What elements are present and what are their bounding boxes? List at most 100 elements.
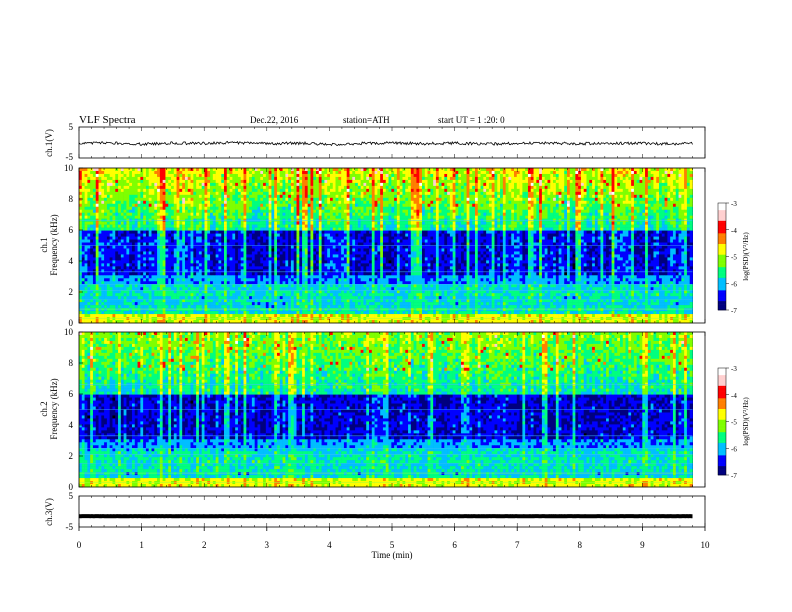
spectrogram-cell (210, 182, 214, 187)
spectrogram-cell (355, 194, 359, 199)
spectrogram-cell (243, 230, 247, 234)
spectrogram-cell (246, 188, 250, 193)
spectrogram-cell (363, 182, 367, 187)
spectrogram-cell (444, 206, 448, 211)
spectrogram-cell (502, 197, 506, 202)
spectrogram-cell (550, 227, 554, 231)
spectrogram-cell (580, 185, 585, 190)
spectrogram-cell (232, 197, 236, 202)
spectrogram-cell (639, 168, 643, 172)
spectrogram-cell (639, 170, 643, 175)
spectrogram-cell (140, 233, 144, 237)
spectrogram-cell (433, 176, 437, 181)
spectrogram-cell (433, 168, 437, 172)
spectrogram-cell (433, 203, 437, 208)
spectrogram-cell (355, 182, 359, 187)
spectrogram-cell (374, 170, 378, 175)
spectrogram-cell (148, 197, 152, 202)
spectrogram-cell (332, 206, 336, 211)
spectrogram-cell (260, 230, 264, 234)
spectrogram-cell (594, 197, 598, 202)
spectrogram-cell (611, 200, 615, 205)
spectrogram-cell (410, 218, 414, 222)
spectrogram-cell (196, 209, 200, 214)
spectrogram-cell (583, 182, 587, 187)
spectrogram-cell (204, 173, 208, 178)
spectrogram-cell (558, 206, 562, 211)
spectrogram-cell (254, 221, 258, 225)
spectrogram-cell (79, 168, 83, 172)
spectrogram-cell (385, 185, 389, 190)
spectrogram-cell (505, 191, 509, 196)
spectrogram-cell (469, 224, 473, 228)
spectrogram-cell (477, 224, 481, 228)
spectrogram-cell (257, 197, 261, 202)
spectrogram-cell (539, 215, 543, 219)
spectrogram-cell (435, 191, 440, 196)
spectrogram-cell (394, 194, 398, 199)
spectrogram-cell (608, 185, 612, 190)
spectrogram-cell (335, 206, 339, 211)
spectrogram-cell (452, 200, 456, 205)
spectrogram-cell (109, 191, 113, 196)
spectrogram-cell (179, 194, 183, 199)
spectrogram-cell (226, 203, 230, 208)
spectrogram-cell (293, 221, 297, 225)
spectrogram-cell (263, 200, 267, 205)
spectrogram-cell (276, 185, 281, 190)
spectrogram-cell (184, 170, 189, 175)
spectrogram-cell (416, 227, 420, 231)
spectrogram-cell (159, 191, 163, 196)
spectrogram-cell (224, 233, 228, 237)
spectrogram-cell (631, 176, 635, 181)
spectrogram-cell (129, 212, 133, 216)
spectrogram-cell (173, 191, 177, 196)
spectrogram-cell (433, 182, 437, 187)
spectrogram-cell (413, 197, 417, 202)
spectrogram-cell (402, 230, 406, 234)
spectrogram-cell (318, 182, 322, 187)
spectrogram-cell (461, 191, 465, 196)
spectrogram-cell (299, 182, 303, 187)
spectrogram-cell (369, 233, 373, 237)
spectrogram-cell (522, 212, 526, 216)
spectrogram-cell (449, 176, 453, 181)
spectrogram-cell (659, 185, 663, 190)
spectrogram-cell (603, 170, 607, 175)
spectrogram-cell (547, 188, 551, 193)
spectrogram-cell (486, 227, 490, 231)
spectrogram-cell (558, 221, 562, 225)
spectrogram-cell (391, 170, 395, 175)
spectrogram-cell (514, 221, 518, 225)
spectrogram-cell (477, 221, 481, 225)
spectrogram-cell (293, 182, 297, 187)
spectrogram-cell (90, 212, 94, 216)
spectrogram-cell (349, 191, 353, 196)
spectrogram-cell (157, 221, 161, 225)
spectrogram-cell (382, 215, 387, 219)
spectrogram-cell (296, 233, 300, 237)
spectrogram-cell (302, 176, 306, 181)
spectrogram-cell (541, 176, 545, 181)
spectrogram-cell (530, 200, 534, 205)
spectrogram-cell (162, 182, 166, 187)
spectrogram-cell (349, 185, 353, 190)
spectrogram-cell (525, 170, 529, 175)
spectrogram-cell (452, 191, 456, 196)
spectrogram-cell (578, 185, 582, 190)
spectrogram-cell (229, 212, 233, 216)
spectrogram-cell (477, 168, 481, 172)
spectrogram-cell (396, 203, 400, 208)
spectrogram-cell (689, 197, 693, 202)
spectrogram-cell (586, 168, 590, 172)
spectrogram-cell (118, 188, 122, 193)
spectrogram-cell (416, 194, 420, 199)
spectrogram-cell (659, 194, 663, 199)
spectrogram-cell (218, 170, 222, 175)
spectrogram-cell (408, 182, 412, 187)
spectrogram-cell (260, 233, 264, 237)
spectrogram-cell (388, 215, 392, 219)
spectrogram-cell (118, 203, 122, 208)
spectrogram-cell (636, 197, 640, 202)
spectrogram-cell (555, 203, 559, 208)
